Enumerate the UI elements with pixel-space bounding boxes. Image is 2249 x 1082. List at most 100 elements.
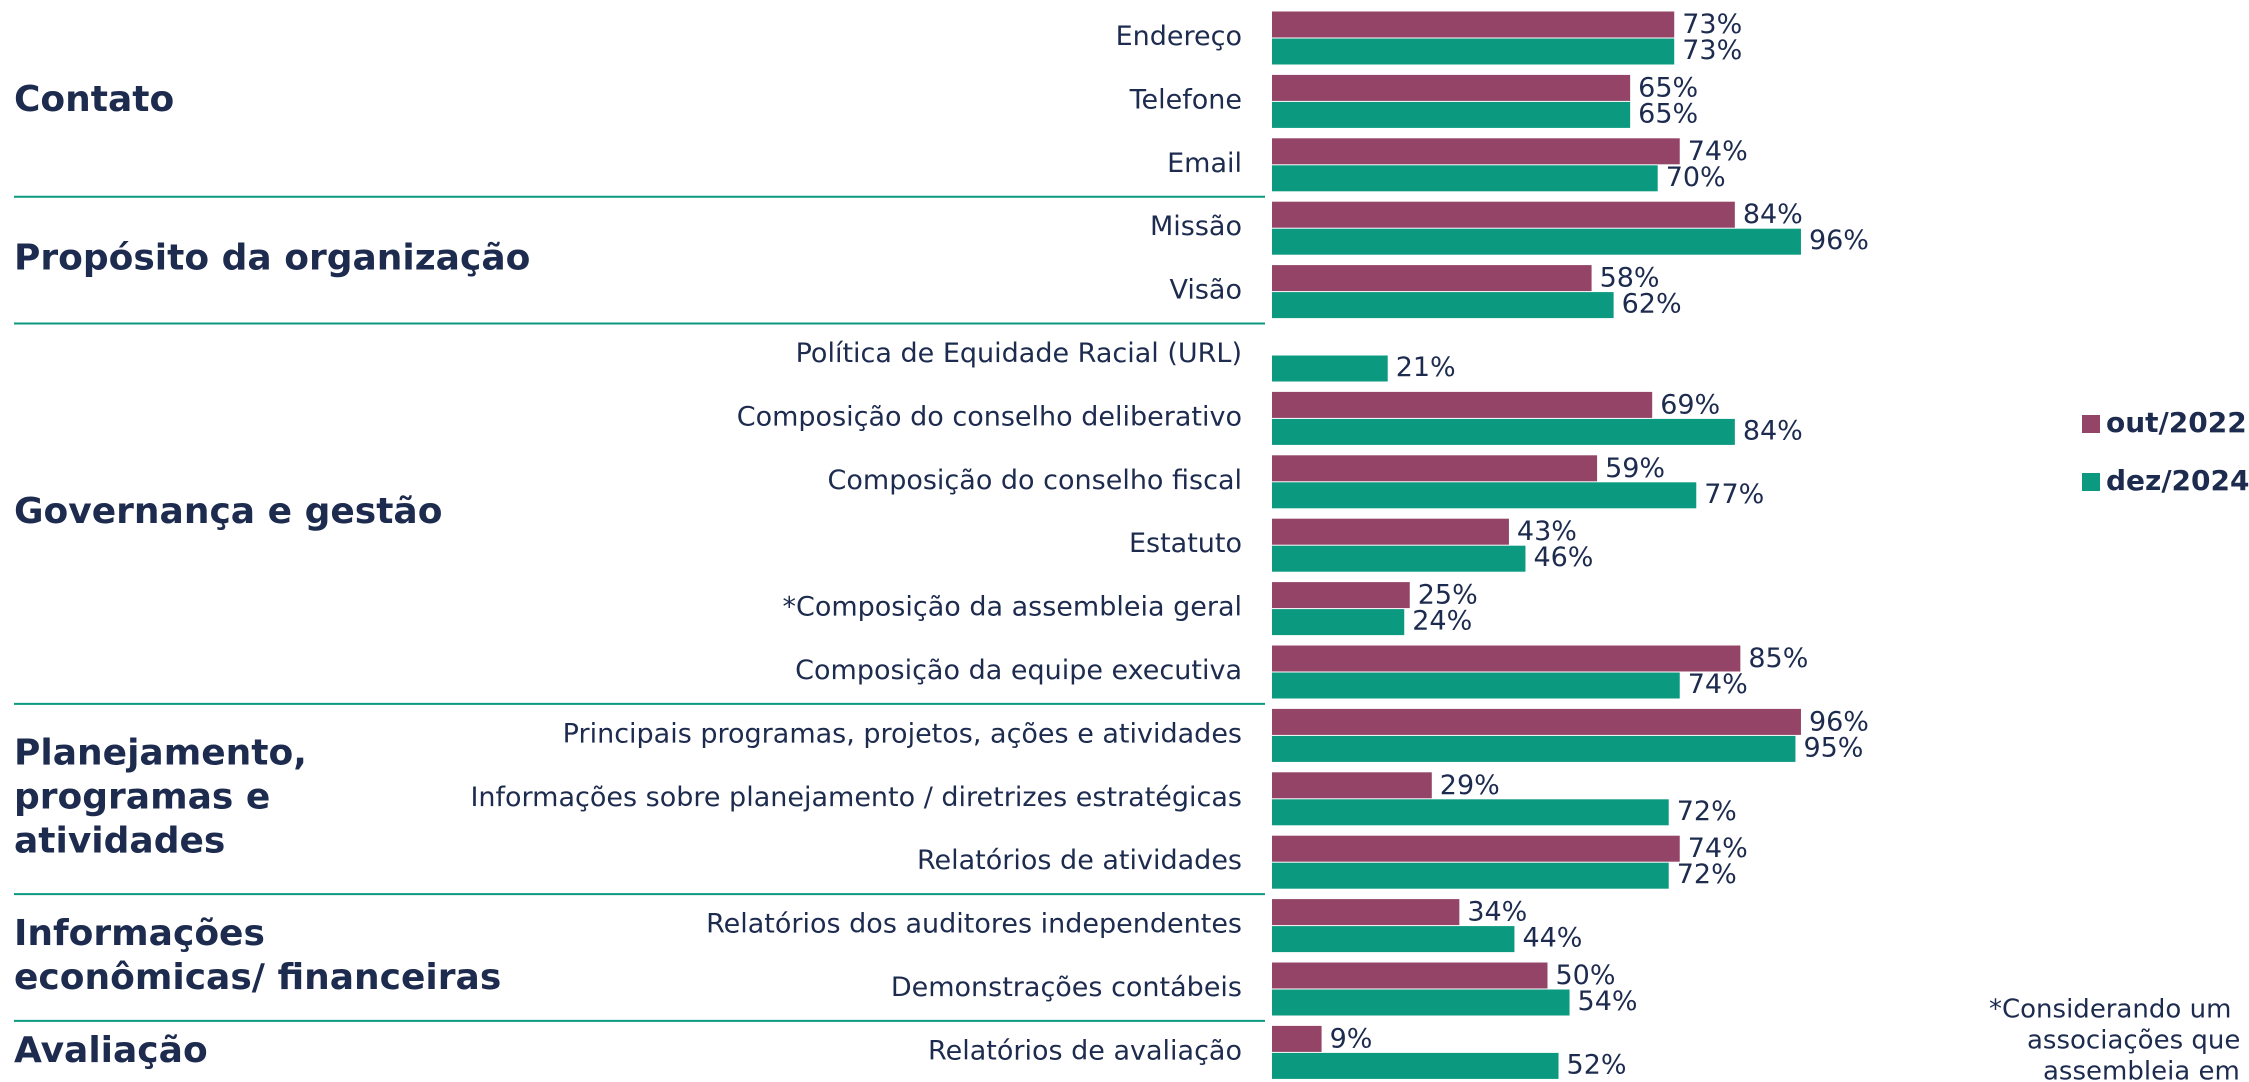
bar <box>1272 862 1669 889</box>
bar <box>1272 708 1801 735</box>
value-label: 34% <box>1467 897 1527 928</box>
bar <box>1272 418 1735 445</box>
category-label: Informações sobre planejamento / diretri… <box>470 782 1242 813</box>
value-label: 65% <box>1638 98 1698 129</box>
bar <box>1272 835 1680 862</box>
value-label: 70% <box>1666 162 1726 193</box>
category-label: *Composição da assembleia geral <box>782 592 1242 623</box>
value-label: 69% <box>1660 389 1720 420</box>
bar <box>1272 165 1658 192</box>
bar <box>1272 455 1598 482</box>
bar <box>1272 482 1697 509</box>
category-label: Missão <box>1150 211 1242 242</box>
value-label: 59% <box>1605 453 1665 484</box>
group-label: econômicas/ financeiras <box>14 957 501 998</box>
category-label: Estatuto <box>1129 528 1242 559</box>
bar <box>1272 355 1388 382</box>
category-label: Principais programas, projetos, ações e … <box>563 718 1242 749</box>
group-label: Contato <box>14 79 174 120</box>
value-label: 25% <box>1418 580 1478 611</box>
bar <box>1272 1025 1322 1052</box>
bar <box>1272 138 1680 165</box>
bar <box>1272 391 1653 418</box>
group-label: atividades <box>14 820 225 861</box>
bar <box>1272 962 1548 989</box>
bar <box>1272 518 1509 545</box>
bar <box>1272 799 1669 826</box>
value-label: 73% <box>1682 9 1742 40</box>
bar <box>1272 545 1526 572</box>
group-label: Avaliação <box>14 1030 208 1071</box>
bar <box>1272 101 1631 128</box>
bar <box>1272 772 1432 799</box>
value-label: 52% <box>1567 1049 1627 1080</box>
bar <box>1272 228 1801 255</box>
bar <box>1272 265 1592 292</box>
value-label: 74% <box>1688 669 1748 700</box>
bar <box>1272 292 1614 319</box>
value-label: 73% <box>1682 35 1742 66</box>
bar <box>1272 74 1631 101</box>
bar <box>1272 609 1405 636</box>
value-label: 84% <box>1743 415 1803 446</box>
legend-swatch <box>2082 473 2100 491</box>
value-label: 74% <box>1688 833 1748 864</box>
footnote: assembleia em <box>2043 1057 2240 1082</box>
value-label: 21% <box>1396 352 1456 383</box>
legend-swatch <box>2082 415 2100 433</box>
value-label: 65% <box>1638 72 1698 103</box>
value-label: 24% <box>1412 606 1472 637</box>
footnote: *Considerando um <box>1989 995 2231 1025</box>
group-label: Governança e gestão <box>14 491 442 532</box>
value-label: 96% <box>1809 225 1869 256</box>
value-label: 77% <box>1704 479 1764 510</box>
category-label: Relatórios de atividades <box>917 845 1242 876</box>
value-label: 44% <box>1522 923 1582 954</box>
value-label: 46% <box>1533 542 1593 573</box>
category-label: Email <box>1167 148 1242 179</box>
value-label: 72% <box>1677 859 1737 890</box>
value-label: 85% <box>1748 643 1808 674</box>
category-label: Endereço <box>1116 21 1242 52</box>
legend-label: out/2022 <box>2106 406 2247 439</box>
bar <box>1272 926 1515 953</box>
bar <box>1272 1052 1559 1079</box>
value-label: 54% <box>1578 986 1638 1017</box>
value-label: 58% <box>1600 263 1660 294</box>
category-label: Relatórios dos auditores independentes <box>706 909 1242 940</box>
value-label: 74% <box>1688 136 1748 167</box>
value-label: 72% <box>1677 796 1737 827</box>
category-label: Composição do conselho fiscal <box>828 465 1242 496</box>
value-label: 43% <box>1517 516 1577 547</box>
category-label: Visão <box>1169 275 1242 306</box>
value-label: 96% <box>1809 706 1869 737</box>
bar <box>1272 899 1460 926</box>
value-label: 9% <box>1330 1023 1373 1054</box>
bar <box>1272 735 1796 762</box>
bar <box>1272 38 1675 65</box>
bar <box>1272 989 1570 1016</box>
bar <box>1272 582 1410 609</box>
category-label: Demonstrações contábeis <box>891 972 1242 1003</box>
bar <box>1272 645 1741 672</box>
category-label: Política de Equidade Racial (URL) <box>796 338 1242 369</box>
category-label: Composição da equipe executiva <box>795 655 1242 686</box>
legend-label: dez/2024 <box>2106 464 2249 497</box>
footnote: associações que <box>2027 1026 2240 1056</box>
bar <box>1272 672 1680 699</box>
value-label: 95% <box>1803 732 1863 763</box>
category-label: Telefone <box>1129 84 1242 115</box>
bar <box>1272 11 1675 38</box>
category-label: Relatórios de avaliação <box>928 1035 1242 1066</box>
category-label: Composição do conselho deliberativo <box>737 401 1242 432</box>
value-label: 62% <box>1622 289 1682 320</box>
group-label: Informações <box>14 913 265 954</box>
bar <box>1272 201 1735 228</box>
value-label: 84% <box>1743 199 1803 230</box>
group-label: Planejamento, <box>14 732 307 773</box>
value-label: 29% <box>1440 770 1500 801</box>
group-label: programas e <box>14 776 270 817</box>
group-label: Propósito da organização <box>14 237 530 278</box>
value-label: 50% <box>1556 960 1616 991</box>
